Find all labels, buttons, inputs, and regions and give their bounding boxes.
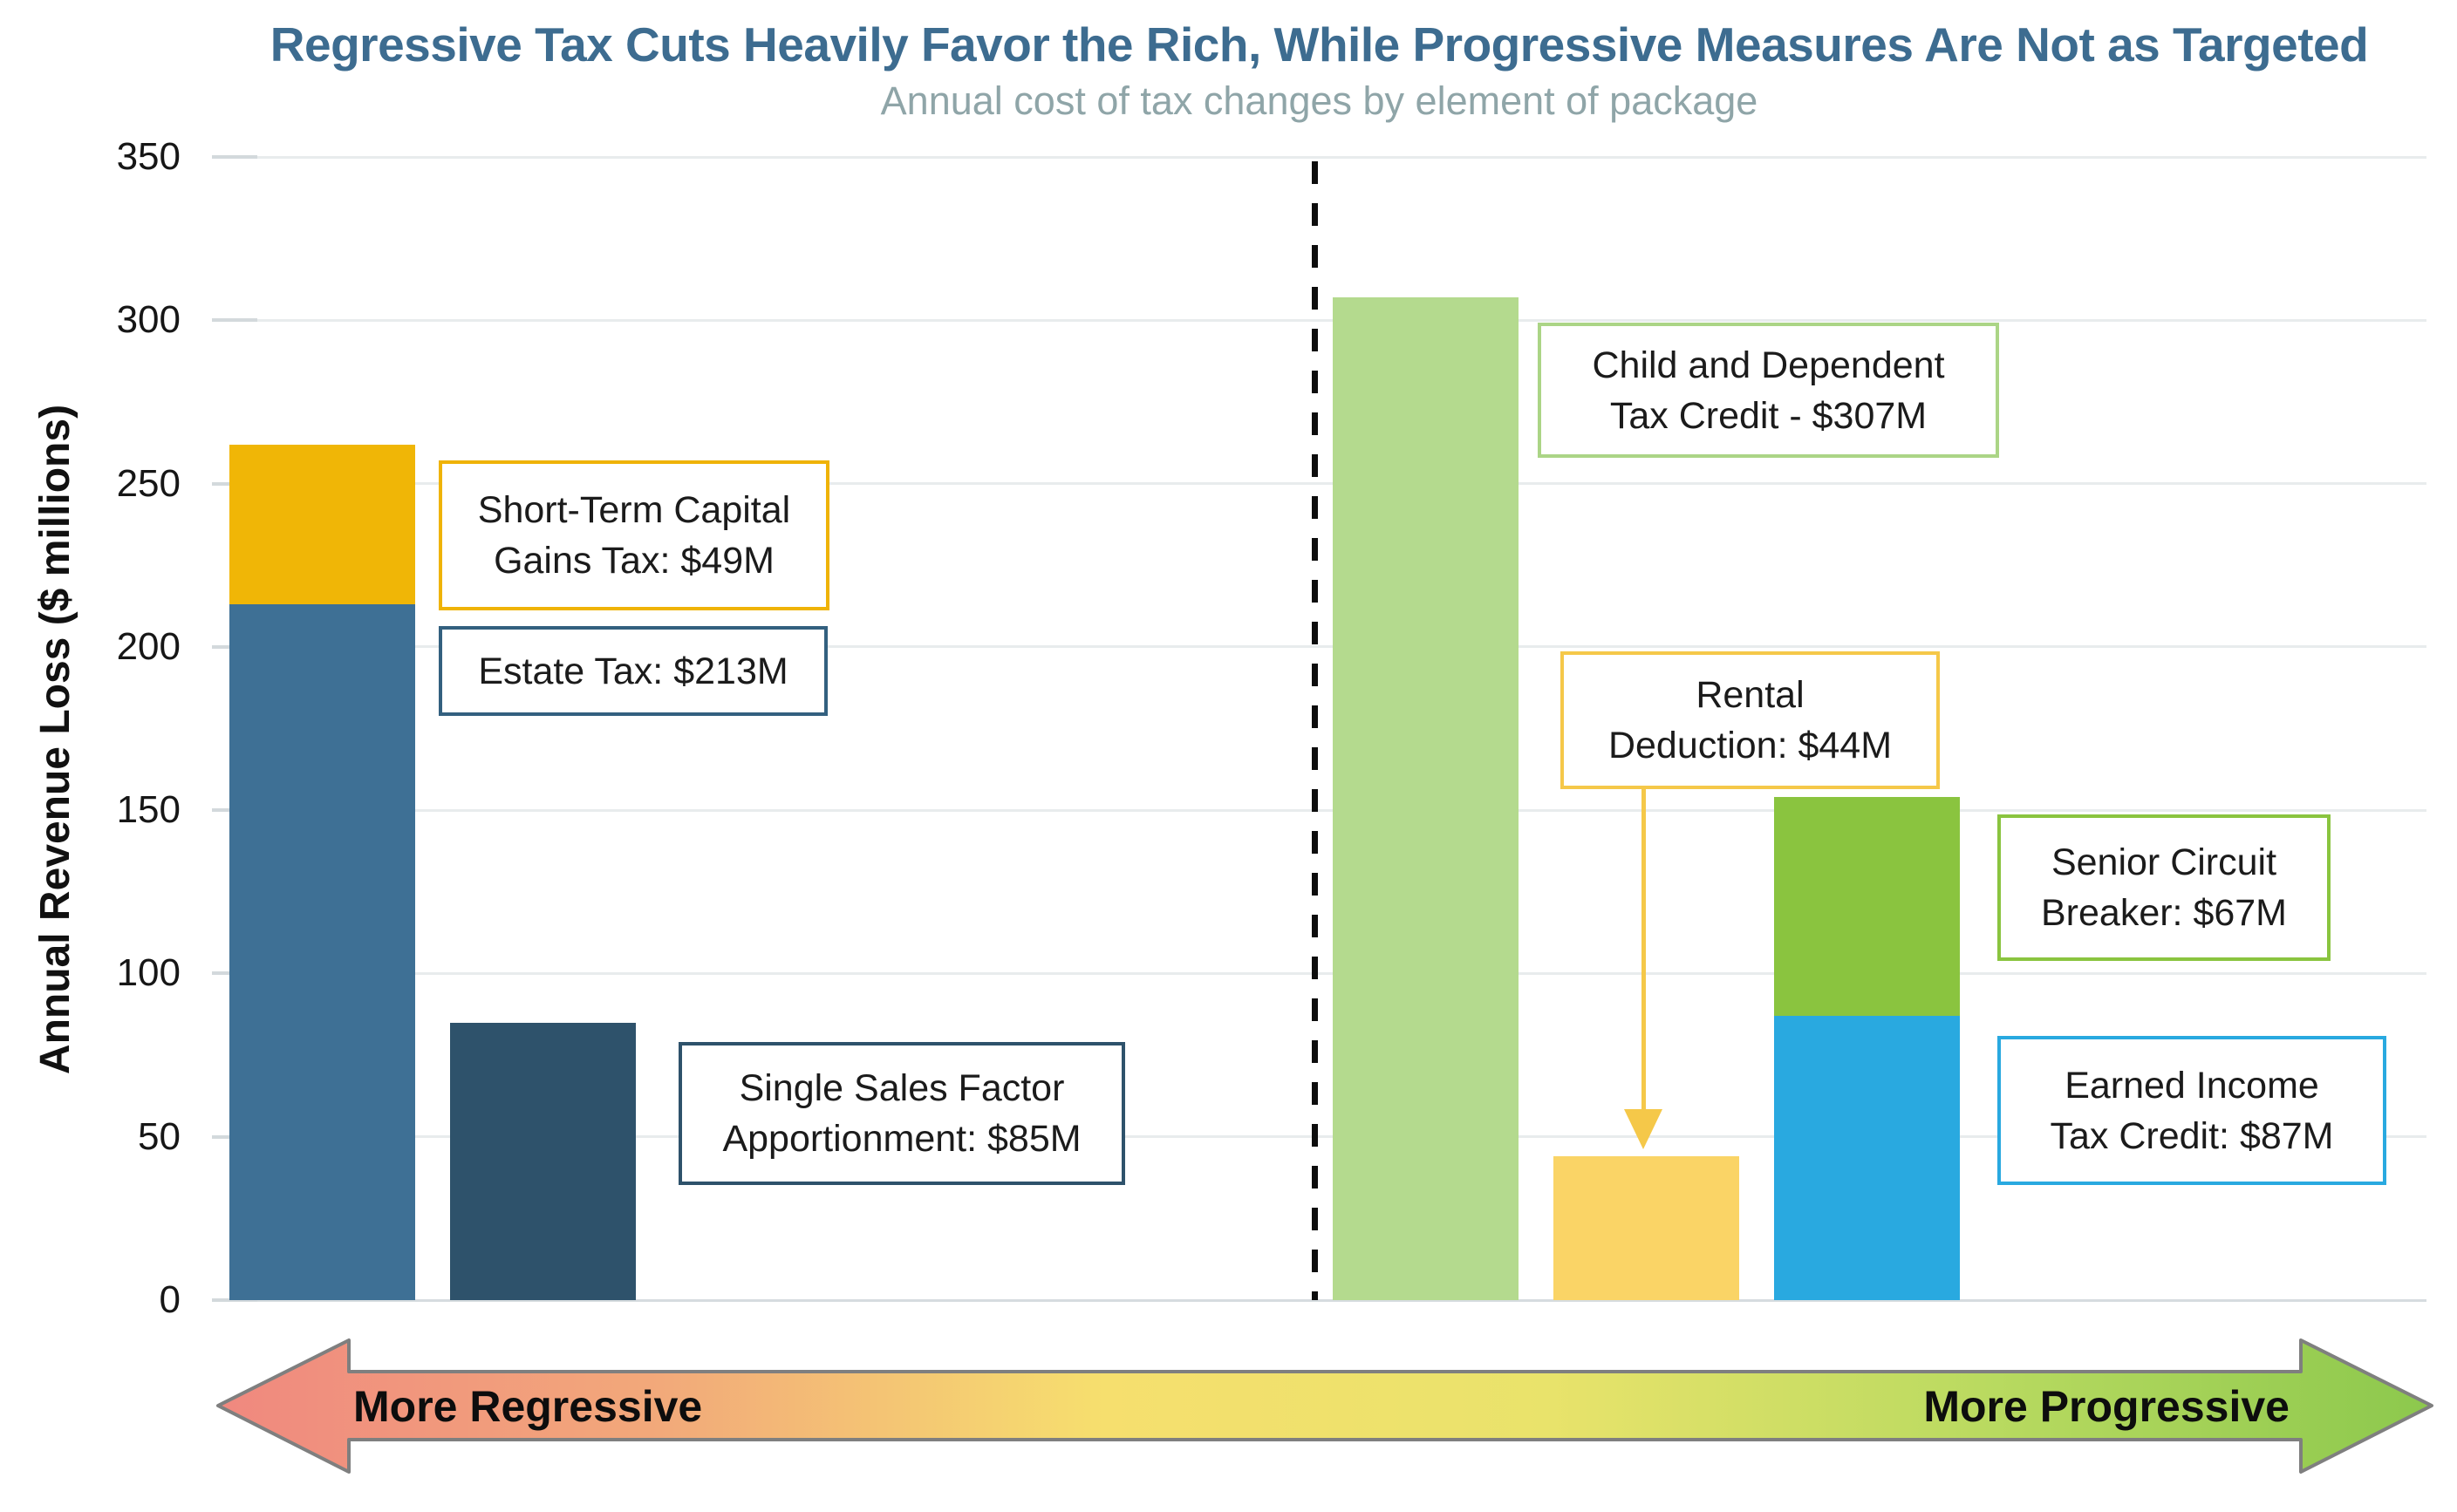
y-axis-tick-label-200: 200 (116, 624, 181, 668)
gridline-100 (212, 971, 2426, 975)
gradient-arrow-shape (216, 1338, 2433, 1474)
rental-deduction-label-line-1: Rental (1696, 674, 1805, 716)
bar-segment-child-and-dependent-tax-credit (1333, 297, 1519, 1300)
gridline-350 (212, 155, 2426, 159)
single-sales-factor-label: Single Sales Factor Apportionment: $85M (679, 1042, 1125, 1185)
y-axis-tick-0 (212, 1298, 257, 1302)
y-axis-tick-label-150: 150 (116, 788, 181, 832)
bar-segment-estate-tax (229, 604, 415, 1300)
bar-segment-rental-deduction (1553, 1156, 1740, 1300)
regressive-progressive-divider (1312, 161, 1319, 1300)
estate-tax-label: Estate Tax: $213M (439, 626, 828, 716)
y-axis-tick-label-0: 0 (159, 1278, 181, 1321)
child-dependent-credit-label-line-1: Child and Dependent (1592, 344, 1945, 386)
bar-segment-short-term-capital-gains-tax (229, 444, 415, 605)
rental-deduction-label-arrow-head (1624, 1109, 1662, 1149)
y-axis-tick-350 (212, 155, 257, 159)
chart-subtitle: Annual cost of tax changes by element of… (880, 78, 1758, 123)
short-term-capital-gains-label: Short-Term Capital Gains Tax: $49M (439, 460, 829, 610)
earned-income-credit-label: Earned Income Tax Credit: $87M (1997, 1036, 2386, 1185)
y-axis-tick-label-100: 100 (116, 951, 181, 995)
rental-deduction-label-line-2: Deduction: $44M (1607, 725, 1893, 766)
gridline-300 (212, 318, 2426, 322)
y-axis-tick-label-50: 50 (138, 1114, 181, 1158)
estate-tax-label-line-1: Estate Tax: $213M (478, 650, 788, 692)
gridline-250 (212, 482, 2426, 486)
short-term-capital-gains-label-line-2: Gains Tax: $49M (494, 540, 775, 582)
more-regressive-label: More Regressive (353, 1382, 702, 1431)
direction-arrow-banner: More Regressive More Progressive (216, 1338, 2433, 1474)
bar-segment-senior-circuit-breaker (1774, 797, 1961, 1017)
chart-header: Regressive Tax Cuts Heavily Favor the Ri… (212, 16, 2426, 124)
single-sales-factor-label-line-1: Single Sales Factor (739, 1067, 1065, 1109)
senior-circuit-breaker-label: Senior Circuit Breaker: $67M (1997, 814, 2331, 961)
short-term-capital-gains-label-line-1: Short-Term Capital (477, 489, 791, 531)
earned-income-credit-label-line-1: Earned Income (2065, 1064, 2319, 1107)
gridline-50 (212, 1135, 2426, 1139)
gridline-200 (212, 645, 2426, 649)
child-dependent-credit-label-line-2: Tax Credit - $307M (1609, 394, 1928, 437)
senior-circuit-breaker-label-line-1: Senior Circuit (2051, 841, 2277, 883)
y-axis-tick-300 (212, 318, 257, 323)
single-sales-factor-label-line-2: Apportionment: $85M (722, 1118, 1082, 1160)
y-axis-tick-label-300: 300 (116, 298, 181, 342)
rental-deduction-label-arrow-line (1641, 789, 1646, 1109)
more-progressive-label: More Progressive (1923, 1382, 2290, 1431)
bar-segment-single-sales-factor-apportionment (449, 1022, 636, 1300)
y-axis-tick-label-350: 350 (116, 135, 181, 178)
chart-title: Regressive Tax Cuts Heavily Favor the Ri… (270, 17, 2369, 72)
y-axis-tick-label-250: 250 (116, 461, 181, 505)
gridline-0 (212, 1298, 2426, 1302)
gridline-150 (212, 808, 2426, 812)
bar-segment-earned-income-tax-credit (1774, 1016, 1961, 1300)
earned-income-credit-label-line-2: Tax Credit: $87M (2050, 1114, 2334, 1157)
child-dependent-credit-label: Child and Dependent Tax Credit - $307M (1538, 323, 1999, 458)
senior-circuit-breaker-label-line-2: Breaker: $67M (2040, 892, 2288, 934)
rental-deduction-label: Rental Deduction: $44M (1560, 651, 1940, 789)
